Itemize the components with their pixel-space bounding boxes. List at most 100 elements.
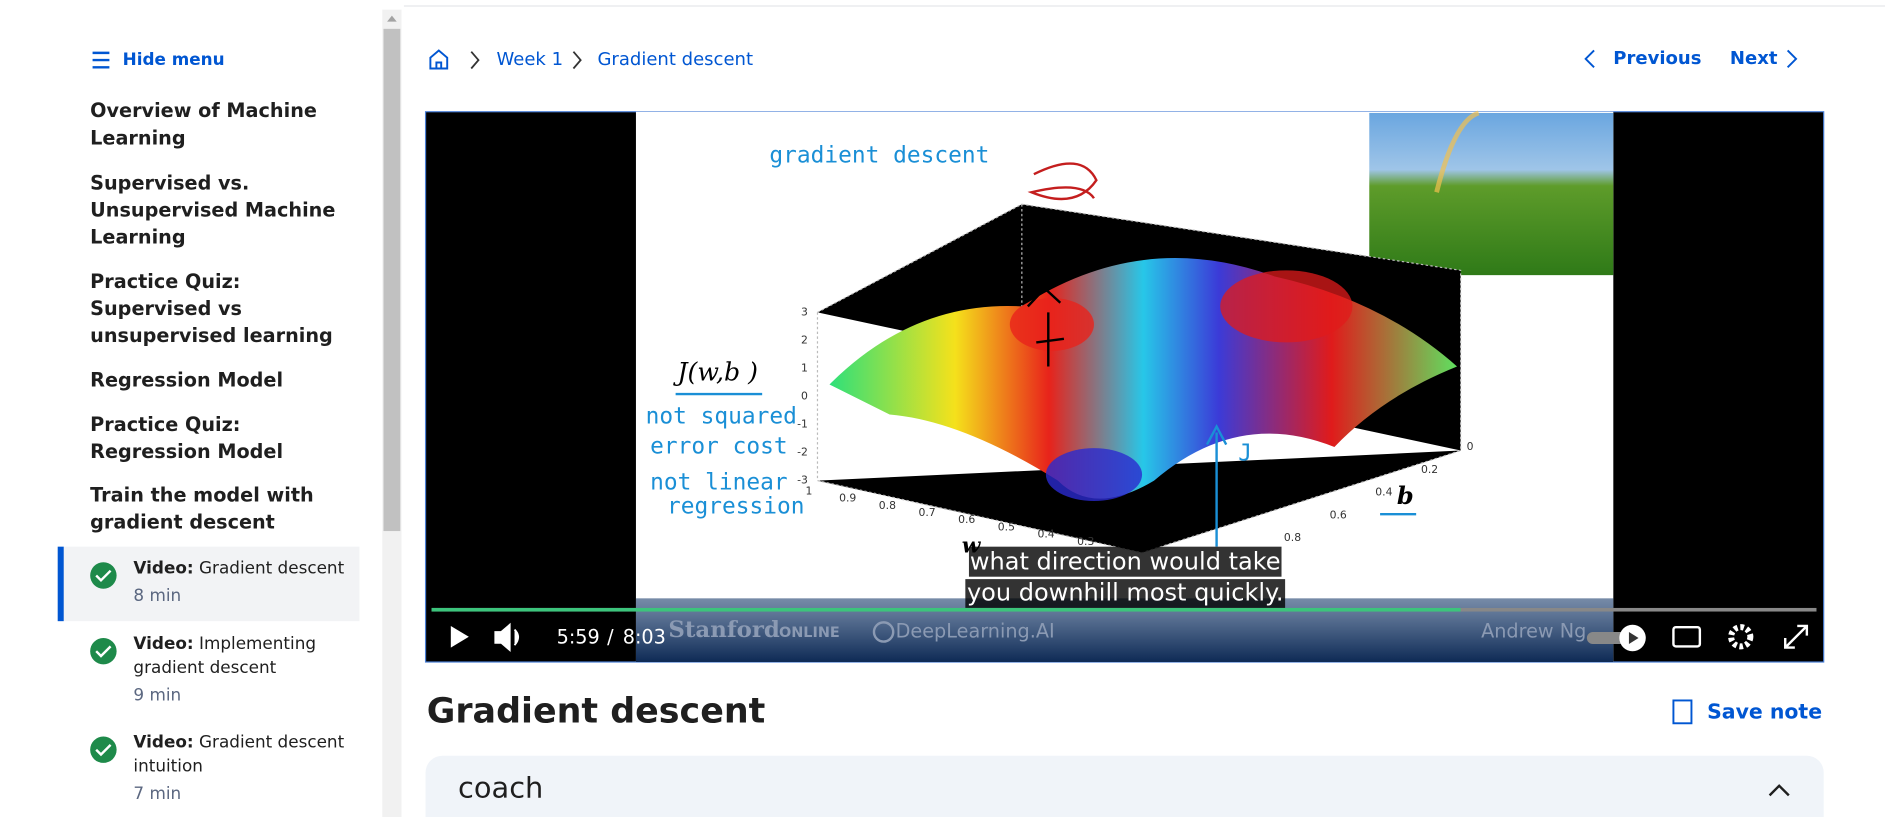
note: regression xyxy=(667,494,804,520)
b-tick: 0.2 xyxy=(1421,463,1438,476)
play-button[interactable] xyxy=(450,625,469,648)
current-time: 5:59 xyxy=(557,625,600,648)
w-tick: 0.4 xyxy=(1037,528,1054,541)
caption-bg xyxy=(968,546,1282,577)
item-kind: Video: xyxy=(133,557,193,577)
note: not squared xyxy=(646,403,797,429)
surface-peak xyxy=(1220,270,1353,343)
complete-check xyxy=(90,736,117,763)
crumb[interactable]: Gradient descent xyxy=(597,49,753,70)
w-tick: 0.3 xyxy=(1077,535,1094,548)
prev-chevron[interactable] xyxy=(1584,49,1595,68)
chevron xyxy=(572,51,582,70)
surface-peak xyxy=(1009,297,1094,351)
note-icon[interactable] xyxy=(1672,699,1693,725)
coach-panel xyxy=(425,755,1824,817)
breadcrumb: Week 1 Gradient descent xyxy=(429,49,753,70)
check-mark xyxy=(95,744,112,757)
slide-heading: gradient descent xyxy=(769,143,989,169)
watermark: ONLINE xyxy=(779,625,840,641)
item-title[interactable]: Video: Implementing xyxy=(133,633,316,653)
w-tick: 0.8 xyxy=(879,499,896,512)
sidebar: Hide menu Overview of Machine Learning Sup… xyxy=(57,9,402,817)
w-tick: 0.9 xyxy=(839,492,856,505)
section-title[interactable]: Practice Quiz: xyxy=(90,413,240,436)
hide-menu[interactable]: Hide menu xyxy=(123,49,225,69)
section-title[interactable]: Learning xyxy=(90,126,185,149)
item-duration: 8 min xyxy=(133,585,181,605)
watermark: DeepLearning.AI xyxy=(896,619,1055,642)
item-title[interactable]: Video: Gradient descent xyxy=(133,557,344,577)
toggle-icon xyxy=(1628,631,1639,644)
surface-valley xyxy=(1045,448,1143,502)
note: not linear xyxy=(650,469,787,495)
item-duration: 7 min xyxy=(133,783,181,803)
duration: 8:03 xyxy=(623,625,666,648)
item-text: gradient descent xyxy=(133,657,276,677)
scroll-up[interactable] xyxy=(387,15,397,22)
item-text: Gradient descent xyxy=(199,732,345,752)
previous-button[interactable]: Previous xyxy=(1613,48,1701,69)
item-text: Implementing xyxy=(199,633,316,653)
section-title[interactable]: Regression Model xyxy=(90,368,283,391)
spiral xyxy=(1027,162,1098,201)
z-tick: -3 xyxy=(797,473,808,486)
complete-check xyxy=(90,562,117,589)
z-tick: 2 xyxy=(801,333,808,346)
coach-title: coach xyxy=(458,770,543,804)
section-title[interactable]: Train the model with xyxy=(90,484,314,507)
section-title[interactable]: gradient descent xyxy=(90,511,275,534)
dl-logo xyxy=(872,621,895,643)
item-duration: 9 min xyxy=(133,685,181,705)
b-tick: 0.4 xyxy=(1375,486,1392,499)
check-mark xyxy=(95,645,112,658)
crumb[interactable]: Week 1 xyxy=(496,49,563,70)
watermark: Andrew Ng xyxy=(1481,619,1586,642)
scrollbar-thumb[interactable] xyxy=(383,28,401,532)
settings-button[interactable] xyxy=(1728,624,1754,650)
b-tick: 0 xyxy=(1467,440,1474,453)
w-tick: 0.7 xyxy=(918,506,935,519)
volume-button[interactable] xyxy=(494,622,520,652)
active-indicator xyxy=(57,546,64,622)
home-icon[interactable] xyxy=(429,49,449,70)
item-kind: Video: xyxy=(133,633,193,653)
arrow xyxy=(1205,423,1228,547)
menu-icon[interactable] xyxy=(92,51,110,69)
note: error cost xyxy=(650,433,787,459)
complete-check xyxy=(90,637,117,665)
section-title[interactable]: Overview of Machine xyxy=(90,99,317,122)
item-title[interactable]: intuition xyxy=(133,756,202,776)
z-tick: 3 xyxy=(801,305,808,318)
video-player[interactable]: gradient descent J(w,b ) not squared err… xyxy=(424,110,1825,663)
captions-button[interactable] xyxy=(1672,625,1702,648)
fullscreen-button[interactable] xyxy=(1784,624,1809,649)
save-note[interactable]: Save note xyxy=(1707,699,1822,723)
rainbow xyxy=(1434,110,1480,193)
cost-label: J(w,b ) xyxy=(672,358,758,387)
item-title[interactable]: Video: Gradient descent xyxy=(133,732,344,752)
b-tick: 0.8 xyxy=(1284,531,1301,544)
section-title[interactable]: Learning xyxy=(90,225,185,248)
item-kind: Video: xyxy=(133,732,193,752)
j-label: J xyxy=(1238,441,1252,467)
caption-bg xyxy=(965,579,1286,610)
next-chevron[interactable] xyxy=(1786,49,1798,68)
caption: you downhill most quickly. xyxy=(967,579,1284,607)
chevron xyxy=(470,51,480,70)
section-title[interactable]: Practice Quiz: xyxy=(90,270,240,293)
section-title[interactable]: Supervised vs xyxy=(90,297,242,320)
next-button[interactable]: Next xyxy=(1730,48,1778,69)
item-text: Gradient descent xyxy=(199,557,345,577)
landscape-image xyxy=(1369,112,1614,276)
item-title[interactable]: gradient descent xyxy=(133,657,276,677)
caption: what direction would take xyxy=(970,547,1281,575)
z-tick: 1 xyxy=(801,361,808,374)
section-title[interactable]: unsupervised learning xyxy=(90,324,333,347)
collapse-button[interactable] xyxy=(1768,784,1790,797)
section-title[interactable]: Supervised vs. xyxy=(90,171,249,194)
section-title[interactable]: Unsupervised Machine xyxy=(90,198,335,221)
section-title[interactable]: Regression Model xyxy=(90,440,283,463)
